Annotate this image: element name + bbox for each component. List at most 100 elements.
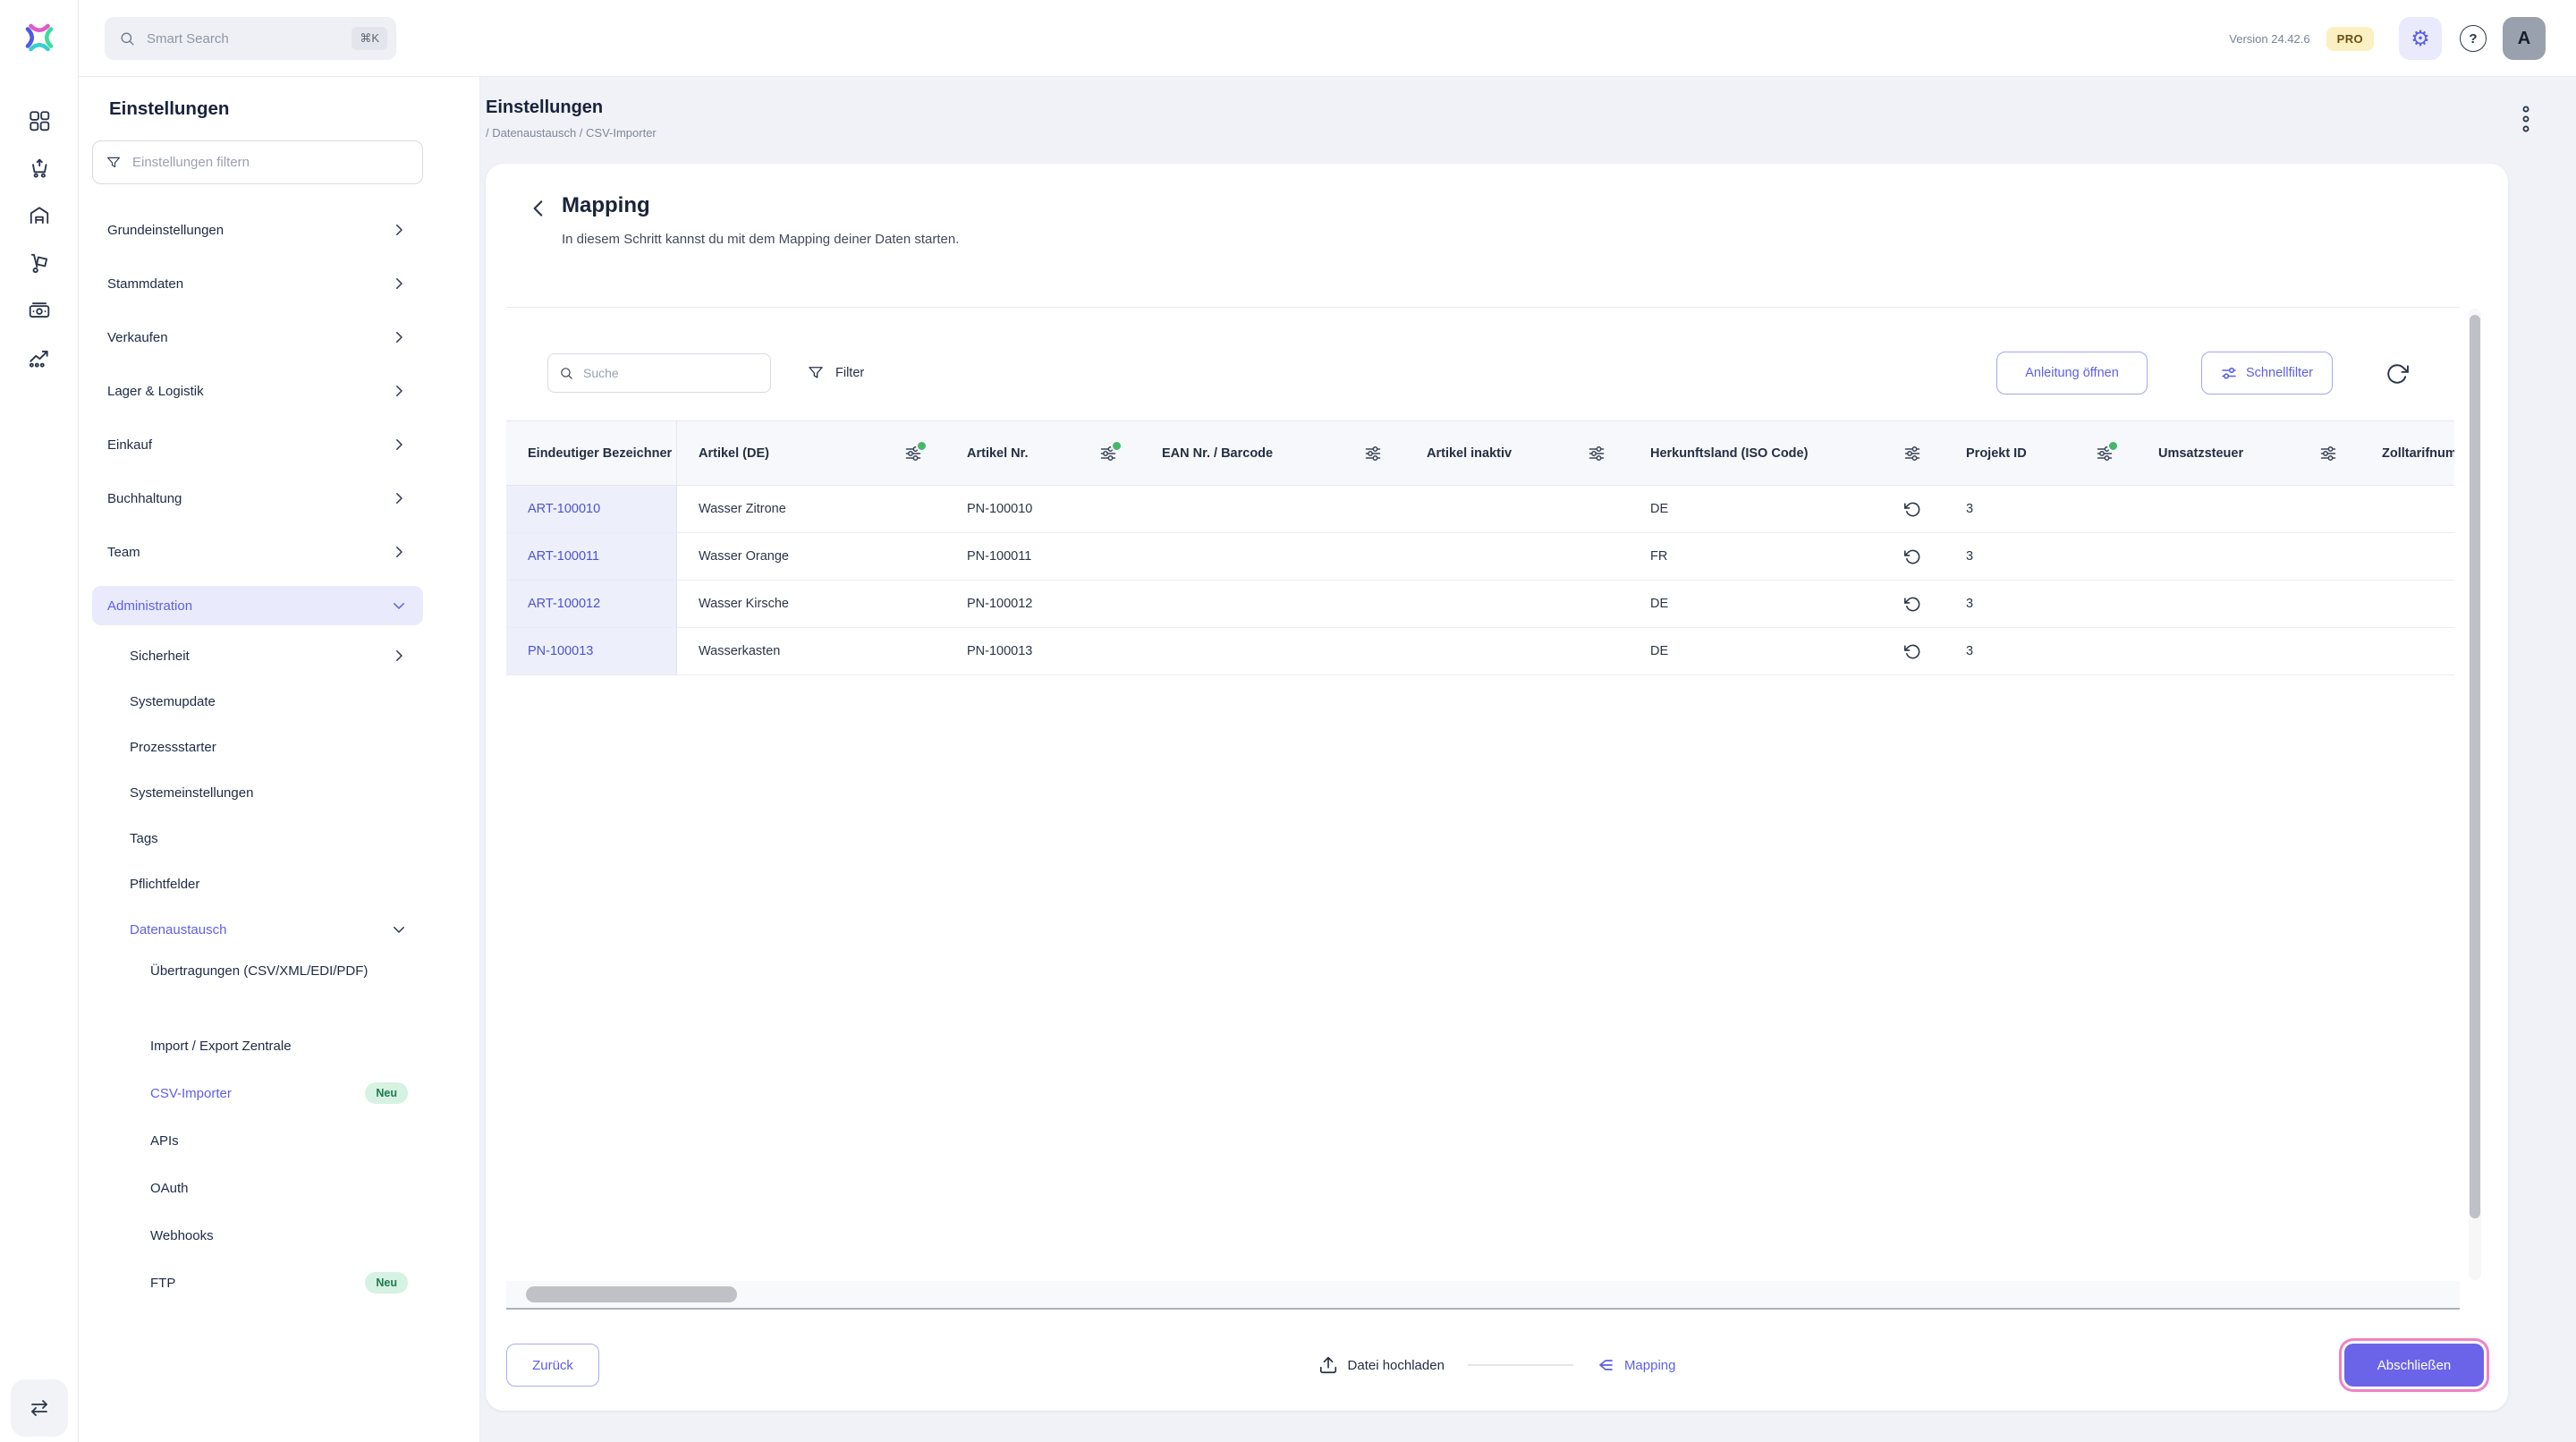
sidebar-title: Einstellungen: [109, 98, 230, 119]
table-cell: PN-100011: [967, 549, 1032, 564]
warehouse-icon[interactable]: [28, 204, 51, 227]
back-step-button[interactable]: Zurück: [506, 1344, 599, 1387]
topbar-right: Version 24.42.6 PRO ⚙ ? A: [2229, 0, 2546, 77]
undo-icon[interactable]: [1904, 643, 1921, 660]
open-guide-button[interactable]: Anleitung öffnen: [1996, 352, 2148, 394]
table-cell: [1405, 486, 1629, 532]
smart-search-input[interactable]: [147, 30, 352, 47]
sidebar-item-oauth[interactable]: OAuth: [150, 1180, 189, 1196]
sidebar-item-stammdaten[interactable]: Stammdaten: [92, 264, 423, 303]
column-mapping-icon[interactable]: [904, 439, 928, 462]
row-link[interactable]: PN-100013: [506, 628, 677, 674]
sidebar-item-tags[interactable]: Tags: [130, 830, 158, 846]
settings-button[interactable]: ⚙: [2399, 17, 2442, 60]
sidebar-item-lager-logistik[interactable]: Lager & Logistik: [92, 371, 423, 411]
sidebar-item-pflichtfelder[interactable]: Pflichtfelder: [130, 876, 200, 892]
undo-icon[interactable]: [1904, 548, 1921, 565]
row-link[interactable]: ART-100011: [506, 533, 677, 580]
swap-arrows-icon: [31, 1400, 47, 1416]
table-cell: [1405, 628, 1629, 674]
table-search-input[interactable]: [583, 366, 759, 380]
sidebar-item-verkaufen[interactable]: Verkaufen: [92, 318, 423, 357]
chevron-right-icon: [396, 547, 402, 557]
column-mapping-icon[interactable]: [1364, 445, 1382, 462]
column-mapping-icon[interactable]: [2096, 439, 2119, 462]
sidebar-item-grundeinstellungen[interactable]: Grundeinstellungen: [92, 210, 423, 250]
analytics-trend-icon[interactable]: [28, 346, 51, 369]
avatar[interactable]: A: [2503, 17, 2546, 60]
icon-rail: [0, 0, 79, 1442]
settings-sidebar: Einstellungen Grundeinstellungen Stammda…: [79, 77, 480, 1442]
row-link[interactable]: ART-100012: [506, 581, 677, 627]
sidebar-item-csv-importer[interactable]: CSV-Importer Neu: [92, 1077, 423, 1109]
sidebar-item-ftp[interactable]: FTP Neu: [92, 1267, 423, 1299]
neu-badge: Neu: [365, 1082, 408, 1104]
kebab-menu-icon: [2522, 106, 2529, 132]
row-link[interactable]: ART-100010: [506, 486, 677, 532]
table-search[interactable]: [547, 353, 771, 393]
finish-button[interactable]: Abschließen: [2344, 1344, 2484, 1387]
sidebar-item-sicherheit[interactable]: Sicherheit: [92, 640, 423, 672]
filter-control[interactable]: Filter: [807, 353, 864, 393]
table-cell: [2137, 581, 2360, 627]
chevron-down-icon: [394, 927, 404, 933]
step-mapping[interactable]: Mapping: [1597, 1356, 1675, 1374]
quick-filter-button[interactable]: Schnellfilter: [2201, 352, 2333, 394]
logistics-dolly-icon[interactable]: [28, 251, 51, 275]
mapping-icon: [1599, 1360, 1613, 1370]
mapped-indicator-dot: [2107, 439, 2119, 452]
undo-icon[interactable]: [1904, 501, 1921, 518]
step-subtitle: In diesem Schritt kannst du mit dem Mapp…: [562, 232, 960, 247]
sidebar-filter[interactable]: [92, 140, 423, 184]
breadcrumb: / Datenaustausch / CSV-Importer: [486, 126, 657, 140]
sidebar-item-uebertragungen[interactable]: Übertragungen (CSV/XML/EDI/PDF): [150, 963, 369, 979]
plan-badge: PRO: [2326, 26, 2374, 51]
table-row: ART-100010 Wasser Zitrone PN-100010 DE 3: [506, 486, 2454, 533]
switch-workspace-button[interactable]: [11, 1379, 68, 1437]
table-cell: PN-100010: [967, 502, 1033, 516]
sidebar-item-systemupdate[interactable]: Systemupdate: [130, 693, 216, 709]
table-cell: [1140, 486, 1405, 532]
column-mapping-icon[interactable]: [1903, 445, 1921, 462]
sidebar-item-webhooks[interactable]: Webhooks: [150, 1227, 214, 1243]
table-cell: Wasser Orange: [699, 549, 789, 564]
step-datei-hochladen[interactable]: Datei hochladen: [1318, 1355, 1445, 1375]
sidebar-item-datenaustausch[interactable]: Datenaustausch: [92, 913, 423, 946]
table-cell: Wasser Kirsche: [699, 597, 789, 611]
neu-badge: Neu: [365, 1272, 408, 1294]
column-header-herkunftsland: Herkunftsland (ISO Code): [1629, 421, 1945, 485]
sidebar-item-systemeinstellungen[interactable]: Systemeinstellungen: [130, 785, 254, 801]
column-header-artikel-nr: Artikel Nr.: [945, 421, 1140, 485]
table-cell: 3: [1966, 597, 1974, 611]
column-mapping-icon[interactable]: [2319, 445, 2337, 462]
sidebar-item-einkauf[interactable]: Einkauf: [92, 425, 423, 464]
help-button[interactable]: ?: [2460, 25, 2487, 52]
sidebar-filter-input[interactable]: [132, 155, 410, 170]
finance-cash-icon[interactable]: [28, 299, 51, 322]
column-header-artikel-inaktiv: Artikel inaktiv: [1405, 421, 1629, 485]
sidebar-item-administration[interactable]: Administration: [92, 586, 423, 625]
more-options-button[interactable]: [2515, 101, 2537, 137]
undo-icon[interactable]: [1904, 596, 1921, 613]
chevron-right-icon: [396, 493, 402, 504]
table-cell: [2137, 628, 2360, 674]
gear-icon: ⚙: [2411, 26, 2430, 51]
column-header-zolltarifnummer: Zolltarifnummer: [2382, 445, 2454, 461]
dashboard-icon[interactable]: [28, 109, 51, 132]
refresh-button[interactable]: [2385, 362, 2409, 386]
sidebar-item-prozessstarter[interactable]: Prozessstarter: [130, 739, 216, 755]
sidebar-item-buchhaltung[interactable]: Buchhaltung: [92, 479, 423, 518]
sales-cart-icon[interactable]: [28, 157, 51, 180]
sliders-icon: [2222, 367, 2236, 379]
divider: [506, 307, 2460, 308]
smart-search[interactable]: ⌘K: [105, 17, 396, 60]
back-button[interactable]: [527, 197, 550, 220]
table-bottom-border: [506, 1308, 2460, 1310]
column-mapping-icon[interactable]: [1588, 445, 1606, 462]
vertical-scrollbar-thumb[interactable]: [2470, 315, 2480, 1218]
horizontal-scrollbar-thumb[interactable]: [526, 1286, 737, 1302]
column-mapping-icon[interactable]: [1099, 439, 1123, 462]
sidebar-item-team[interactable]: Team: [92, 532, 423, 572]
sidebar-item-import-export-zentrale[interactable]: Import / Export Zentrale: [150, 1038, 292, 1054]
sidebar-item-apis[interactable]: APIs: [150, 1132, 179, 1149]
